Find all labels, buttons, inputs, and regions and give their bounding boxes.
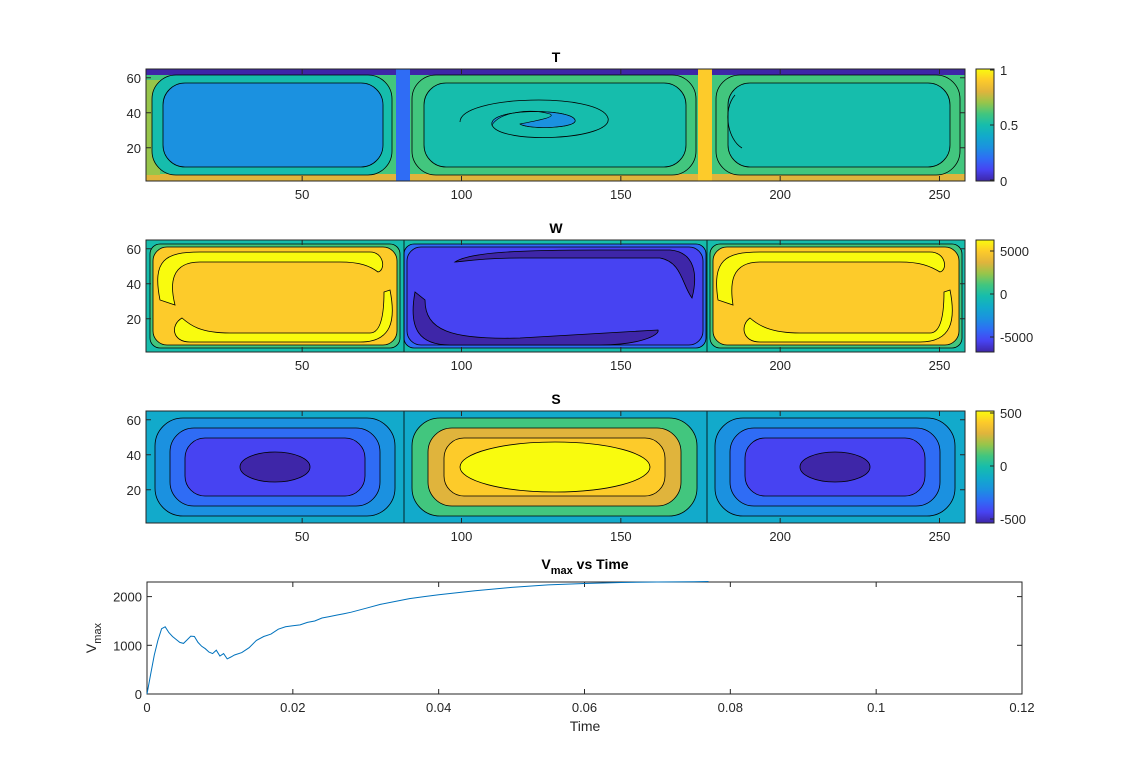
panel-vmax: Vmax vs Time 0 0.02 0.04 0.06 0.08 0.1 0.12 0 10… [83, 556, 1035, 734]
x-tick-label: 0.12 [1009, 700, 1034, 715]
vmax-series-line [146, 581, 709, 695]
panel-T-bottom-band [146, 174, 965, 181]
panel-W-colorbar-label: 0 [1000, 287, 1007, 302]
x-tick-label: 50 [295, 187, 309, 202]
panel-S-colorbar-label: 0 [1000, 459, 1007, 474]
x-tick-label: 0.08 [718, 700, 743, 715]
panel-S-plot [146, 411, 965, 523]
y-tick-label: 20 [127, 312, 141, 327]
panel-W-frame [145, 239, 966, 353]
x-tick-label: 150 [610, 187, 632, 202]
panel-T: T 50 100 150 200 250 20 40 60 [127, 49, 1019, 202]
panel-W-cell-3-peak-2 [743, 289, 953, 343]
y-tick-label: 60 [127, 242, 141, 257]
panel-T-colorbar-label: 1 [1000, 63, 1007, 78]
y-tick-label: 1000 [113, 638, 142, 653]
panel-vmax-ticks: 0 0.02 0.04 0.06 0.08 0.1 0.12 0 1000 2000 [113, 582, 1035, 715]
panel-T-colorbar-label: 0 [1000, 174, 1007, 189]
x-tick-label: 200 [769, 187, 791, 202]
panel-W-colorbar [975, 239, 995, 353]
panel-T-plot [146, 69, 965, 181]
panel-W: W 50 100 150 200 250 20 40 60 50 0 [127, 220, 1034, 373]
panel-vmax-title: Vmax vs Time [541, 556, 628, 577]
panel-W-cell-1-peak [157, 251, 384, 306]
panel-vmax-frame [146, 581, 1023, 695]
y-tick-label: 60 [127, 413, 141, 428]
x-tick-label: 150 [610, 358, 632, 373]
panel-T-plume-up [698, 69, 712, 181]
panel-S-cell-1-core [239, 451, 311, 483]
panel-T-x-ticks: 50 100 150 200 250 [295, 69, 950, 202]
x-tick-label: 0.1 [867, 700, 885, 715]
x-tick-label: 100 [451, 358, 473, 373]
panel-W-colorbar-label: -5000 [1000, 330, 1033, 345]
x-tick-label: 0 [143, 700, 150, 715]
panel-T-top-band [146, 69, 965, 75]
panel-W-cell-1-peak-2 [174, 289, 393, 343]
panel-S-x-ticks: 50 100 150 200 250 [295, 411, 950, 544]
y-tick-label: 20 [127, 483, 141, 498]
panel-S-colorbar-label: 500 [1000, 406, 1022, 421]
panel-T-cell-2-spiral-fill [491, 110, 576, 128]
panel-W-y-ticks: 20 40 60 [127, 242, 965, 327]
panel-vmax-series [146, 581, 709, 695]
panel-W-title: W [549, 220, 563, 236]
y-tick-label: 20 [127, 141, 141, 156]
x-tick-label: 200 [769, 529, 791, 544]
panel-T-plume-down [396, 69, 410, 181]
x-tick-label: 0.02 [280, 700, 305, 715]
panel-vmax-ylabel: Vmax [83, 622, 104, 653]
panel-vmax-xlabel: Time [570, 718, 601, 734]
y-tick-label: 40 [127, 448, 141, 463]
x-tick-label: 250 [929, 358, 951, 373]
panel-T-frame [145, 68, 966, 182]
x-tick-label: 200 [769, 358, 791, 373]
x-tick-label: 50 [295, 358, 309, 373]
panel-W-cell-3-mid [712, 246, 960, 346]
x-tick-label: 50 [295, 529, 309, 544]
panel-W-colorbar-label: 5000 [1000, 244, 1029, 259]
x-tick-label: 250 [929, 529, 951, 544]
panel-T-cell-3-hook [727, 94, 743, 149]
x-tick-label: 0.06 [572, 700, 597, 715]
panel-T-y-ticks: 20 40 60 [127, 71, 965, 156]
panel-S-y-ticks: 20 40 60 [127, 413, 965, 498]
panel-W-plot [146, 240, 965, 352]
x-tick-label: 0.04 [426, 700, 451, 715]
panel-S-colorbar [975, 410, 995, 524]
panel-T-cell-3-core [727, 82, 951, 168]
panel-W-cell-2-trough [453, 249, 695, 299]
panel-S-frame [145, 410, 966, 524]
panel-S-title: S [551, 391, 560, 407]
panel-W-cell-1-mid [152, 246, 398, 346]
x-tick-label: 100 [451, 529, 473, 544]
y-tick-label: 60 [127, 71, 141, 86]
x-tick-label: 250 [929, 187, 951, 202]
y-tick-label: 2000 [113, 590, 142, 605]
y-tick-label: 0 [135, 687, 142, 702]
panel-W-cell-2-trough-2 [412, 291, 659, 346]
x-tick-label: 150 [610, 529, 632, 544]
panel-T-title: T [552, 49, 561, 65]
panel-S-cell-2-core [459, 441, 651, 493]
panel-S-cell-3-core [799, 451, 871, 483]
y-tick-label: 40 [127, 106, 141, 121]
panel-W-cell-2-mid [406, 246, 704, 346]
panel-W-x-ticks: 50 100 150 200 250 [295, 240, 950, 373]
panel-T-colorbar-label: 0.5 [1000, 118, 1018, 133]
panel-S-colorbar-label: -500 [1000, 512, 1026, 527]
y-tick-label: 40 [127, 277, 141, 292]
panel-T-cell-1-core [162, 82, 384, 168]
panel-S: S 50 100 150 200 250 20 40 60 500 [127, 391, 1027, 544]
panel-W-cell-3-peak [716, 251, 945, 306]
x-tick-label: 100 [451, 187, 473, 202]
